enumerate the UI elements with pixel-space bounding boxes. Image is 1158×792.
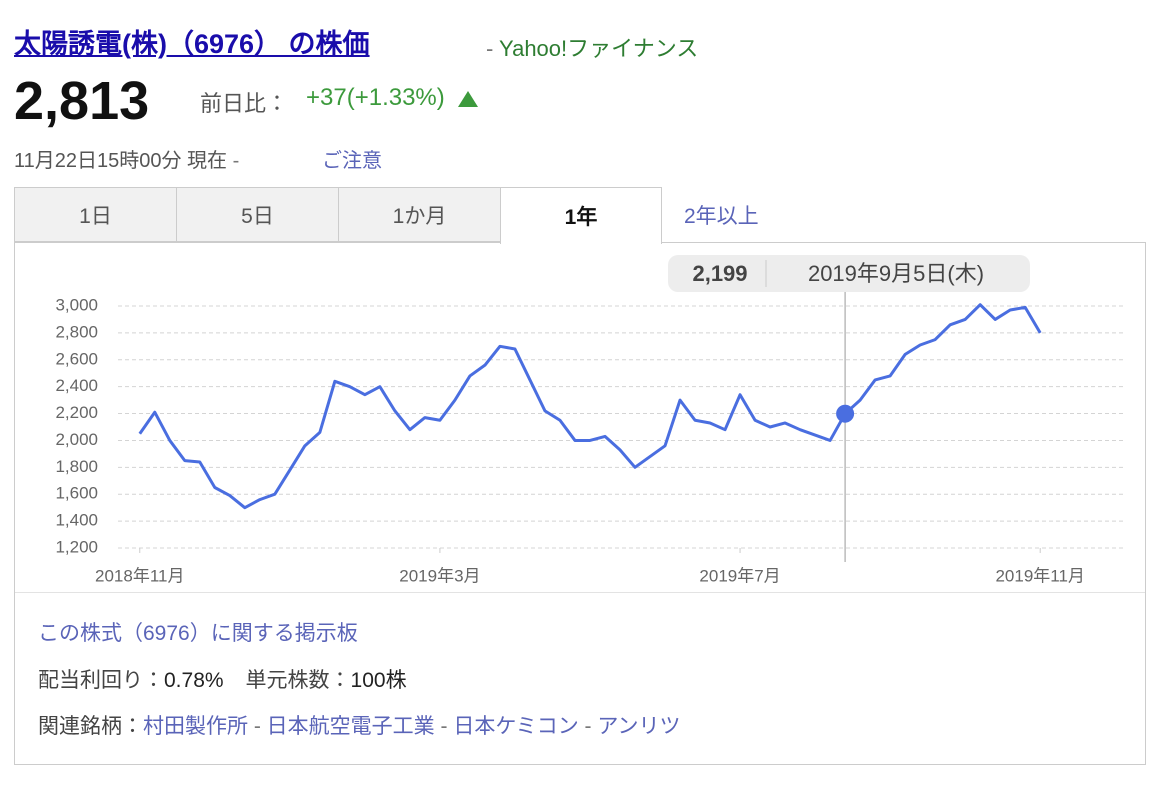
separator xyxy=(579,715,598,738)
chart: 1,200 1,400 1,600 1,800 2,000 2,200 2,400 2,600… xyxy=(55,255,1125,585)
stats: 配当利回り：0.78% 単元株数：100株 xyxy=(38,664,407,694)
y-tick-label: 1,600 xyxy=(55,484,98,503)
highlight-point xyxy=(836,404,855,423)
x-tick-label: 2018年11月 xyxy=(95,566,184,585)
change-label: 前日比： xyxy=(200,91,289,116)
dividend-label: 配当利回り： xyxy=(38,669,164,692)
x-tick-label: 2019年7月 xyxy=(699,566,780,585)
x-tick-label: 2019年3月 xyxy=(399,566,480,585)
change-value: +37(+1.33%) xyxy=(306,84,445,111)
unit: 100株 xyxy=(350,669,407,692)
tooltip xyxy=(668,255,1030,292)
unit-label: 単元株数： xyxy=(245,669,351,692)
price: 2,813 xyxy=(14,71,150,131)
divider xyxy=(15,592,1145,593)
y-tick-label: 1,400 xyxy=(55,511,98,530)
notice-link[interactable]: ご注意 xyxy=(322,150,382,172)
y-tick-label: 2,800 xyxy=(55,322,98,341)
related-link[interactable]: 日本ケミコン xyxy=(453,715,579,738)
board-link[interactable]: この株式（6976）に関する掲示板 xyxy=(38,622,358,645)
change: +37(+1.33%) xyxy=(306,84,479,112)
tooltip-value: 2,199 xyxy=(692,261,747,286)
y-tick-label: 2,400 xyxy=(55,376,98,395)
box-border xyxy=(14,242,501,243)
dividend: 0.78% xyxy=(164,669,224,692)
y-tick-label: 2,000 xyxy=(55,430,98,449)
source[interactable]: Yahoo!ファイナンス xyxy=(486,31,698,63)
y-tick-label: 1,800 xyxy=(55,457,98,476)
separator xyxy=(227,150,239,172)
separator xyxy=(486,36,499,61)
related: 関連銘柄：村田製作所日本航空電子工業日本ケミコンアンリツ xyxy=(38,710,681,740)
related-link[interactable]: アンリツ xyxy=(597,715,681,738)
timestamp: 11月22日15時00分 現在 xyxy=(14,144,239,173)
tab-active[interactable]: 1年 xyxy=(500,187,662,244)
related-link[interactable]: 村田製作所 xyxy=(143,715,248,738)
x-tick-label: 2019年11月 xyxy=(995,566,1084,585)
separator xyxy=(435,715,454,738)
related-link[interactable]: 日本航空電子工業 xyxy=(266,715,435,738)
chart-box xyxy=(14,242,1146,765)
y-tick-label: 2,600 xyxy=(55,349,98,368)
title-link[interactable]: 太陽誘電(株)（6976） の株価 xyxy=(14,29,370,59)
tooltip-date: 2019年9月5日(木) xyxy=(808,261,984,286)
tab[interactable]: 5日 xyxy=(176,187,338,242)
up-arrow xyxy=(458,90,479,107)
source-name[interactable]: Yahoo!ファイナンス xyxy=(499,36,699,61)
y-tick-label: 1,200 xyxy=(55,537,98,556)
box-border xyxy=(662,242,1146,243)
tab-link[interactable]: 2年以上 xyxy=(684,204,759,228)
y-tick-label: 2,200 xyxy=(55,403,98,422)
tab[interactable]: 1日 xyxy=(14,187,176,242)
separator xyxy=(248,715,267,738)
price-line xyxy=(138,303,1042,510)
time: 11月22日15時00分 現在 xyxy=(14,150,228,172)
y-tick-label: 3,000 xyxy=(55,295,98,314)
related-label: 関連銘柄： xyxy=(38,715,143,738)
tab[interactable]: 1か月 xyxy=(338,187,500,242)
